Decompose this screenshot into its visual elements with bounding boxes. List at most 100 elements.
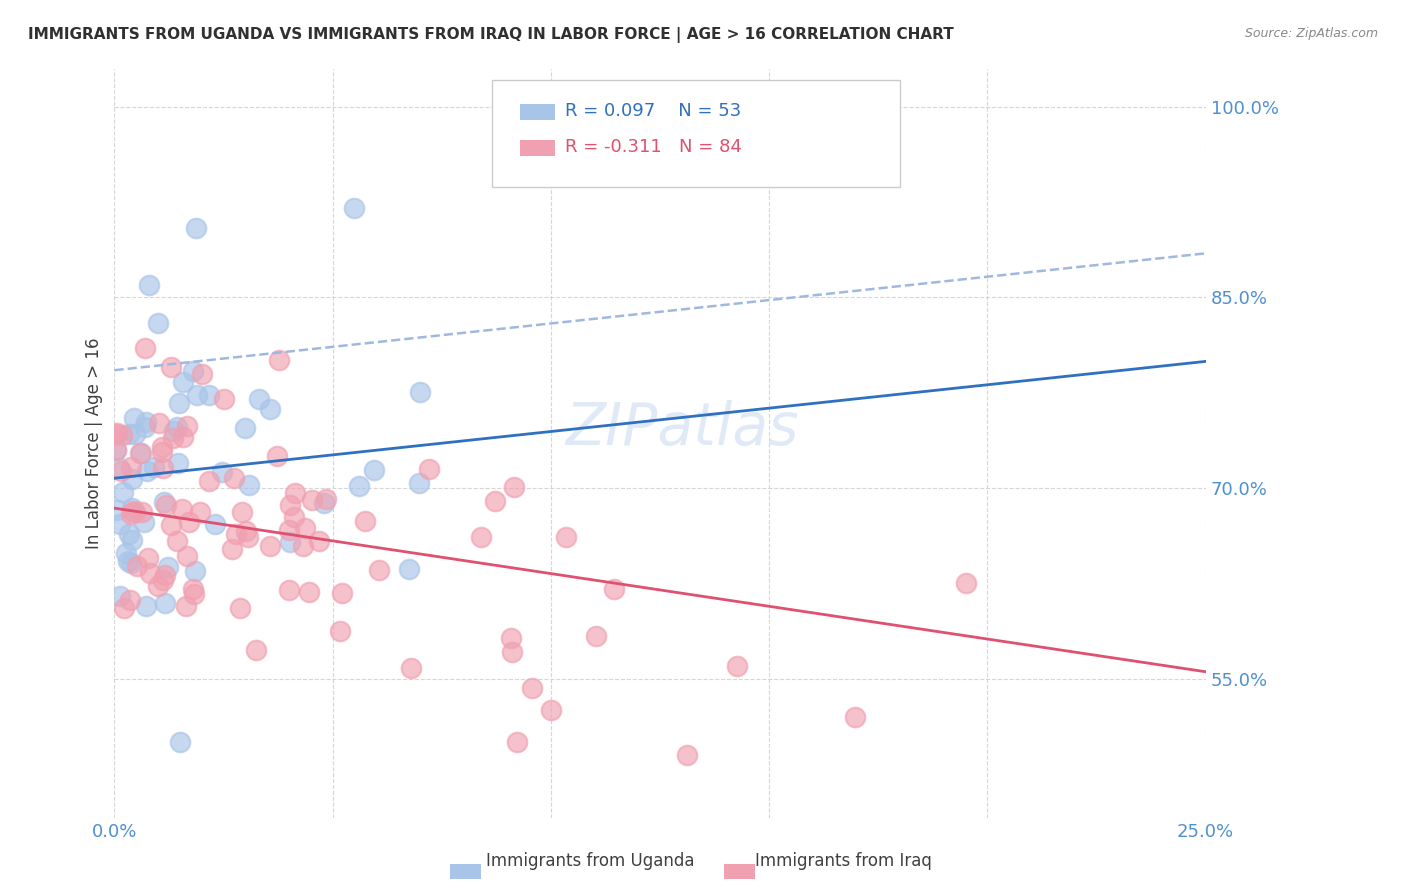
Point [134,342,156,356]
Point [120,460,142,475]
Point [235,524,257,539]
Point [470,531,492,545]
Point [155,498,177,512]
Point [184,221,207,235]
Point [179,515,201,529]
Text: Immigrants from Uganda: Immigrants from Uganda [486,852,695,870]
Point [176,549,198,563]
Point [308,534,330,549]
Point [124,505,146,519]
Text: Source: ZipAtlas.com: Source: ZipAtlas.com [1244,27,1378,40]
Point [484,494,506,508]
Point [955,576,977,591]
Point [224,471,246,485]
Point [329,624,352,638]
Point [501,645,523,659]
Point [176,599,198,613]
Point [143,460,166,475]
Point [160,360,183,375]
Point [418,462,440,476]
Point [110,517,132,532]
Point [153,567,176,582]
Point [540,703,562,717]
Point [181,364,204,378]
Point [136,551,159,566]
Point [105,426,128,441]
Point [139,566,162,581]
Point [367,563,389,577]
Point [167,456,190,470]
Point [294,521,316,535]
Point [267,353,290,368]
Point [152,573,174,587]
Point [172,430,194,444]
Point [204,516,226,531]
Point [118,593,141,607]
Point [283,510,305,524]
Text: Immigrants from Iraq: Immigrants from Iraq [755,852,932,870]
Point [134,515,156,529]
Point [506,734,529,748]
Point [118,526,141,541]
Point [104,427,127,442]
Point [291,539,314,553]
Point [278,523,301,537]
Point [399,661,422,675]
Point [134,420,156,434]
Point [121,472,143,486]
Point [315,491,337,506]
Point [398,562,420,576]
Point [107,461,129,475]
Point [152,495,174,509]
Point [278,498,301,512]
Point [166,419,188,434]
Point [110,464,132,478]
Point [312,496,335,510]
Point [238,478,260,492]
Point [122,504,145,518]
Point [186,388,208,402]
Point [173,375,195,389]
Text: R = 0.097    N = 53: R = 0.097 N = 53 [565,103,741,120]
Point [520,681,543,695]
Point [129,446,152,460]
Point [146,316,169,330]
Point [176,419,198,434]
Point [225,526,247,541]
Point [122,411,145,425]
Point [120,556,142,570]
Point [259,401,281,416]
Point [188,505,211,519]
Point [676,747,699,762]
Point [135,415,157,429]
Point [163,424,186,438]
Point [409,385,432,400]
Point [301,492,323,507]
Point [585,629,607,643]
Point [266,449,288,463]
Point [105,442,128,457]
Point [114,546,136,560]
Point [183,582,205,596]
Point [259,539,281,553]
Point [844,710,866,724]
Point [245,643,267,657]
Point [166,533,188,548]
Point [148,416,170,430]
Point [503,480,526,494]
Point [162,431,184,445]
Point [349,479,371,493]
Point [121,508,143,522]
Point [238,530,260,544]
Point [197,475,219,489]
Point [278,583,301,598]
Point [156,560,179,574]
Point [150,444,173,458]
Point [111,428,134,442]
Point [170,502,193,516]
Point [129,446,152,460]
Text: R = -0.311   N = 84: R = -0.311 N = 84 [565,138,742,156]
Point [169,396,191,410]
Point [108,590,131,604]
Point [160,518,183,533]
